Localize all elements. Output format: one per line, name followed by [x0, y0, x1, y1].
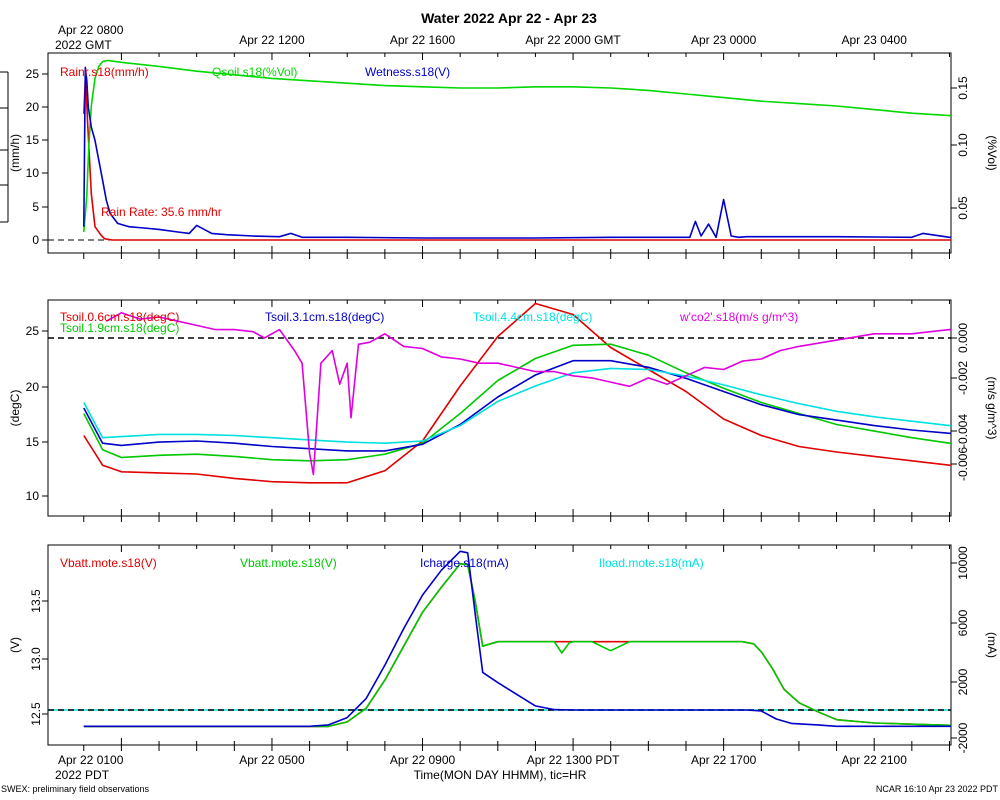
p2-series-1: [83, 343, 951, 462]
p3-ytick-right-label: -2000: [956, 722, 970, 753]
p2-legend-0: Tsoil.0.6cm.s18(degC): [60, 310, 179, 324]
p2-series-3: [83, 367, 951, 444]
p3-series-1: [83, 562, 951, 728]
p2-ytick-right-label: -0.002: [956, 361, 970, 395]
bottom-axis-tick-label: Apr 22 1300 PDT: [527, 753, 620, 767]
x-axis-label: Time(MON DAY HHMM), tic=HR: [414, 768, 587, 782]
p1-series-1: [83, 59, 951, 233]
p3-legend-1: Vbatt.mote.s18(V): [240, 556, 337, 570]
p2-legend-1: Tsoil.1.9cm.s18(degC): [60, 321, 179, 335]
p1-ytick-left-label: 15: [26, 133, 40, 147]
p3-legend-3: Iload.mote.s18(mA): [599, 556, 704, 570]
p1-ytick-right-label: 0.05: [956, 196, 970, 220]
p1-series-2: [83, 66, 951, 239]
p1-ytick-left-label: 25: [26, 67, 40, 81]
bottom-time-axis: Apr 22 0100 2022 PDT Time(MON DAY HHMM),…: [55, 753, 907, 782]
footer-note: SWEX: preliminary field observations: [1, 784, 150, 794]
p2-legend-4: w'co2'.s18(m/s g/m^3): [679, 310, 798, 324]
p2-ytick-right-label: -0.006: [956, 447, 970, 481]
p3-ytick-left-label: 13.5: [29, 589, 43, 613]
p3-ytick-right-label: 10000: [956, 546, 970, 580]
p2-series-group: [83, 302, 951, 484]
bottom-axis-first-label: Apr 22 0100: [58, 753, 124, 767]
p1-legend-0: Rainr.s18(mm/h): [60, 65, 149, 79]
footer-timestamp: NCAR 16:10 Apr 23 2022 PDT: [876, 784, 999, 794]
p1-ytick-left-label: 0: [32, 233, 39, 247]
p2-ytick-left-label: 25: [26, 324, 40, 338]
p1-frame: [47, 52, 952, 254]
p2-ylabel-left: (degC): [8, 390, 22, 427]
p2-series-2: [83, 359, 951, 452]
p1-ylabel-right: (%Vol): [985, 135, 999, 170]
rain-wetness-panel: 0 5 10 15 20 25 0.05 0.10 0.15 (mm/h) (%Vol) Rainr.…: [0, 52, 999, 259]
p3-frame: [47, 544, 952, 746]
p3-ytick-left-label: 12.5: [29, 702, 43, 726]
p2-ytick-left-label: 10: [26, 489, 40, 503]
top-axis-tick-label: Apr 23 0400: [842, 33, 908, 47]
top-axis-tick-label: Apr 22 1200: [239, 33, 305, 47]
p1-legend-1: Qsoil.s18(%Vol): [212, 65, 297, 79]
p2-ytick-right-label: -0.004: [956, 414, 970, 448]
bottom-axis-tick-label: Apr 22 0500: [239, 753, 305, 767]
p1-legend-2: Wetness.s18(V): [365, 65, 450, 79]
top-axis-tick-label: Apr 22 2000 GMT: [525, 33, 621, 47]
p2-legend-2: Tsoil.3.1cm.s18(degC): [265, 310, 384, 324]
p2-series-0: [83, 302, 951, 484]
chart-title: Water 2022 Apr 22 - Apr 23: [421, 10, 597, 26]
p3-ylabel-left: (V): [8, 637, 22, 653]
p2-series-4: [105, 312, 951, 476]
p1-ytick-left-label: 20: [26, 100, 40, 114]
p2-ytick-left-label: 20: [26, 380, 40, 394]
p1-ytick-right-label: 0.10: [956, 133, 970, 157]
bottom-axis-tick-label: Apr 22 2100: [842, 753, 908, 767]
p3-legend-2: Icharge.s18(mA): [420, 556, 509, 570]
top-time-axis: Apr 22 0800 2022 GMT Apr 22 1200 Apr 22 1…: [55, 23, 907, 52]
top-axis-tick-label: Apr 23 0000: [691, 33, 757, 47]
p1-ytick-right-label: 0.15: [956, 76, 970, 100]
bottom-axis-first-label-year: 2022 PDT: [55, 768, 110, 782]
p2-ytick-left-label: 15: [26, 435, 40, 449]
p3-legend-0: Vbatt.mote.s18(V): [60, 556, 157, 570]
p1-ytick-left-label: 5: [32, 200, 39, 214]
p3-ytick-left-label: 13.0: [29, 647, 43, 671]
rain-rate-annotation: Rain Rate: 35.6 mm/hr: [101, 205, 222, 219]
p2-ytick-right-label: 0.000: [956, 323, 970, 353]
p3-series-group: [83, 550, 951, 728]
p2-frame: [47, 299, 952, 517]
p1-ytick-left-label: 10: [26, 166, 40, 180]
p2-ylabel-right: (m/s g/m^3): [985, 377, 999, 440]
p3-series-2: [83, 550, 951, 728]
top-axis-first-label: Apr 22 0800: [58, 23, 124, 37]
p3-ytick-right-label: 6000: [956, 609, 970, 636]
p2-legend-3: Tsoil.4.4cm.s18(degC): [473, 310, 592, 324]
soil-temperature-panel: 10 15 20 25 -0.006-0.004 -0.002 0.000 (degC) (m/…: [8, 299, 999, 522]
bottom-axis-tick-label: Apr 22 0900: [390, 753, 456, 767]
battery-current-panel: 12.5 13.0 13.5 -2000 2000 6000 10000 (V) (mA) Vba…: [8, 544, 999, 753]
p1-ylabel-left: (mm/h): [8, 134, 22, 172]
top-axis-tick-label: Apr 22 1600: [390, 33, 456, 47]
p1-series-group: [83, 59, 951, 241]
p3-ytick-right-label: 2000: [956, 668, 970, 695]
p3-series-0: [83, 562, 951, 728]
p3-ylabel-right: (mA): [985, 632, 999, 658]
top-axis-first-label-year: 2022 GMT: [55, 38, 112, 52]
bottom-axis-tick-label: Apr 22 1700: [691, 753, 757, 767]
